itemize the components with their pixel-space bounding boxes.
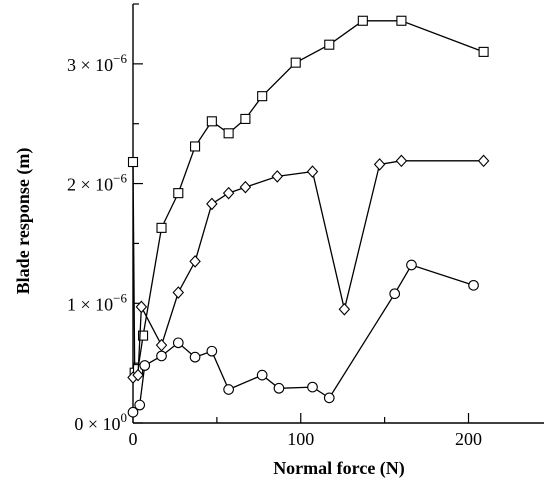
series-line <box>132 160 484 379</box>
data-point-diamond <box>206 197 218 211</box>
x-tick-label: 0 <box>129 429 138 449</box>
data-point-circle <box>127 406 139 418</box>
data-point-circle <box>307 381 318 393</box>
data-point-diamond <box>239 180 252 194</box>
series-line <box>132 20 484 375</box>
data-point-diamond <box>172 286 185 299</box>
series-diamond <box>127 154 490 384</box>
data-point-square <box>223 128 234 139</box>
data-point-diamond <box>477 154 490 168</box>
data-point-square <box>190 141 201 152</box>
data-point-circle <box>406 259 417 271</box>
data-point-square <box>206 116 217 127</box>
x-tick-label: 200 <box>455 429 482 449</box>
data-point-diamond <box>306 165 319 178</box>
data-point-square <box>240 113 251 124</box>
data-point-circle <box>134 399 146 411</box>
axis-ticks: 0 100 200 0 × 100 1 × 10−6 2 × 10−6 3 × 10−6 <box>67 3 482 449</box>
data-point-diamond <box>395 154 408 168</box>
data-point-circle <box>156 350 167 362</box>
data-point-circle <box>389 288 401 300</box>
y-tick-label: 2 × 10−6 <box>67 171 127 195</box>
data-point-diamond <box>373 158 386 171</box>
data-point-diamond <box>271 170 284 183</box>
data-point-square <box>478 46 489 57</box>
data-point-circle <box>273 382 285 394</box>
x-axis-title: Normal force (N) <box>273 458 405 479</box>
data-point-diamond <box>135 300 148 314</box>
data-point-circle <box>323 392 335 404</box>
data-point-diamond <box>338 302 351 316</box>
data-point-circle <box>256 369 268 381</box>
data-point-diamond <box>189 255 201 268</box>
data-point-square <box>324 39 335 50</box>
y-tick-label: 0 × 100 <box>74 410 127 434</box>
data-point-circle <box>468 279 479 291</box>
data-point-circle <box>172 337 184 349</box>
data-point-square <box>138 330 149 341</box>
data-point-circle <box>139 360 151 371</box>
data-point-square <box>127 156 139 168</box>
data-point-square <box>173 188 184 199</box>
data-point-circle <box>206 345 218 357</box>
y-tick-label: 1 × 10−6 <box>67 290 127 314</box>
data-point-square <box>357 15 368 26</box>
x-tick-label: 100 <box>287 429 314 449</box>
y-axis-title: Blade response (m) <box>13 148 34 295</box>
data-point-square <box>290 57 301 68</box>
data-point-circle <box>189 351 201 363</box>
series-line <box>132 264 474 413</box>
data-point-square <box>396 15 407 26</box>
data-point-diamond <box>155 338 168 352</box>
series-circle <box>127 259 479 418</box>
data-point-diamond <box>222 186 235 200</box>
series-square <box>127 15 489 378</box>
data-point-square <box>156 222 167 233</box>
data-point-square <box>257 91 268 102</box>
data-point-diamond <box>132 368 144 382</box>
y-tick-label: 3 × 10−6 <box>67 51 127 75</box>
series-layer <box>127 15 490 418</box>
data-point-circle <box>223 384 234 395</box>
